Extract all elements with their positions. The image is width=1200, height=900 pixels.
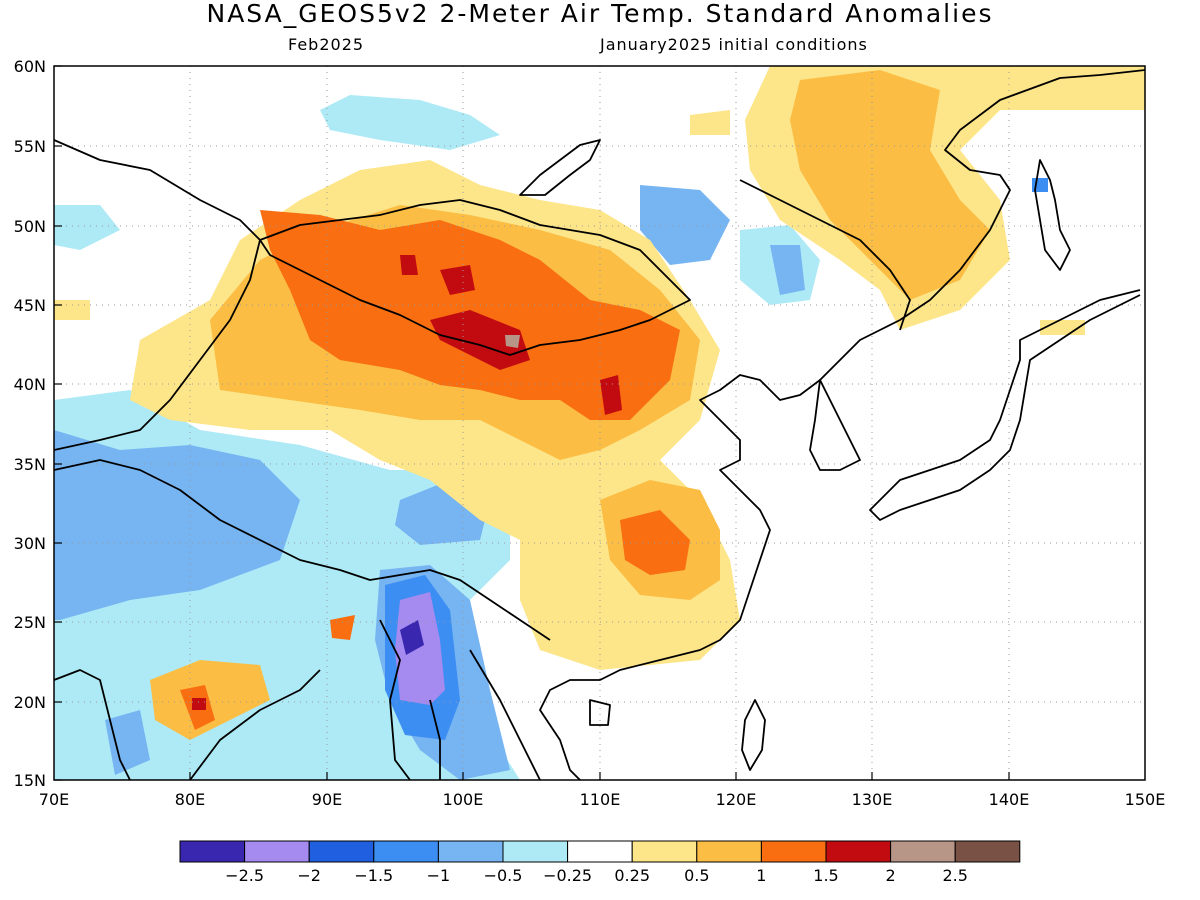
colorbar-label: 0.25 [614,866,650,885]
colorbar-label: 0.5 [684,866,709,885]
coastline-japan [869,289,1141,521]
warm-anomaly-region [192,698,206,710]
lon-label: 130E [852,790,893,809]
forecast-month: Feb2025 [288,35,365,54]
colorbar: −2.5 −2 −1.5 −1 −0.5 −0.25 0.25 0.5 1 1.5 2 2.5 [179,840,1021,885]
border-manchuria [739,179,911,331]
warm-anomaly-region [690,110,730,135]
colorbar-swatch [373,840,439,863]
border-mongolia [259,199,691,356]
border-china-south [54,459,551,641]
lon-label: 80E [175,790,205,809]
lon-label: 100E [443,790,484,809]
warm-anomaly-region [430,310,530,370]
colorbar-label: 2.5 [942,866,967,885]
colorbar-swatch [696,840,762,863]
colorbar-label: −2.5 [225,866,264,885]
colorbar-swatch [179,840,246,863]
lake-baikal [519,139,601,196]
lat-label: 15N [14,771,46,790]
colorbar-swatch [308,840,375,863]
colorbar-swatch [567,840,633,863]
lat-label: 45N [14,296,46,315]
map-title: NASA_GEOS5v2 2-Meter Air Temp. Standard … [206,0,994,28]
colorbar-swatch [244,840,310,863]
colorbar-label: 1.5 [813,866,838,885]
cool-anomaly-region [770,245,805,295]
coastline-indochina [379,619,541,780]
coastlines [54,69,1145,780]
colorbar-swatch [825,840,892,863]
colorbar-label: 2 [886,866,896,885]
initial-conditions: January2025 initial conditions [600,35,868,54]
colorbar-swatch [502,840,569,863]
lon-label: 90E [312,790,342,809]
cool-anomaly-region [320,95,500,150]
cool-anomaly-region [54,430,300,620]
coastline-sakhalin [1034,159,1071,271]
coastline-hainan [589,699,611,726]
warm-anomaly-region [790,70,990,300]
lat-label: 20N [14,693,46,712]
grid-lines [54,66,1145,780]
axis-ticks [54,65,1010,781]
lon-label: 120E [716,790,757,809]
coastline-korea [809,379,861,471]
warm-anomaly-region [330,615,355,640]
cool-anomaly-region [400,620,424,655]
warm-anomaly-region [150,660,270,740]
lat-label: 40N [14,375,46,394]
warm-anomaly-region [400,255,418,275]
latitude-labels: 60N 55N 50N 45N 40N 35N 30N 25N 20N 15N [14,57,46,790]
colorbar-swatch [437,840,504,863]
lat-label: 25N [14,613,46,632]
warm-anomaly-region [600,375,622,415]
colorbar-label: −0.25 [543,866,592,885]
coastline-taiwan [741,699,766,771]
lon-label: 140E [989,790,1030,809]
colorbar-swatch [760,840,827,863]
cool-anomaly-region [640,185,730,265]
coastline-east-asia [539,69,1145,780]
lat-label: 30N [14,534,46,553]
colorbar-label: −0.5 [484,866,523,885]
anomaly-field [54,66,1145,780]
lon-label: 70E [39,790,69,809]
colorbar-label: −1 [427,866,451,885]
warm-anomaly-region [505,335,520,348]
lat-label: 55N [14,137,46,156]
lon-label: 110E [580,790,621,809]
lat-label: 60N [14,57,46,76]
colorbar-label: −1.5 [354,866,393,885]
colorbar-label: −2 [297,866,321,885]
warm-anomaly-region [54,300,90,320]
warm-anomaly-region [440,265,475,295]
coastline-india [54,669,321,780]
longitude-labels: 70E 80E 90E 100E 110E 120E 130E 140E 150… [39,790,1166,809]
lat-label: 35N [14,455,46,474]
colorbar-label: 1 [756,866,766,885]
cool-anomaly-region [105,710,150,775]
colorbar-swatch [631,840,698,863]
colorbar-swatch [890,840,956,863]
cool-anomaly-region [395,592,445,705]
lat-label: 50N [14,217,46,236]
lon-label: 150E [1125,790,1166,809]
cool-anomaly-region [54,205,120,250]
colorbar-swatch [954,840,1021,863]
border-kazakhstan [54,139,261,451]
